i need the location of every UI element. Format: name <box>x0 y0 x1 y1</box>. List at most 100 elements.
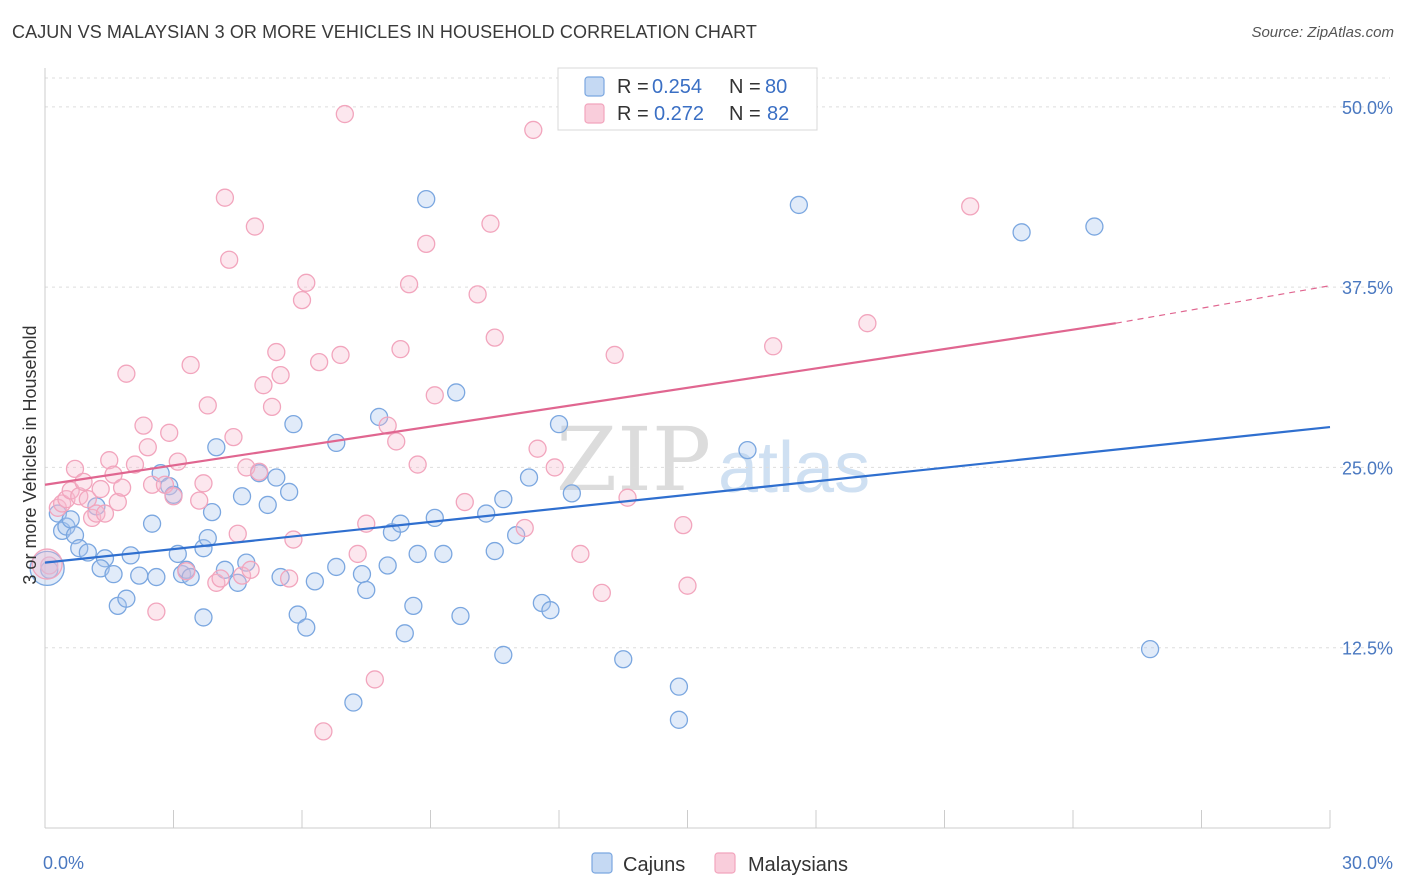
point-malaysians <box>425 386 444 405</box>
source-label: Source: ZipAtlas.com <box>1251 24 1394 41</box>
point-malaysians <box>279 569 299 588</box>
legend-swatch-malaysians <box>584 103 605 124</box>
y-tick-label: 37.5% <box>1342 278 1393 298</box>
point-malaysians <box>78 490 97 509</box>
watermark-zip: ZIP <box>556 408 711 511</box>
point-cajuns <box>485 541 504 561</box>
trend-lines <box>44 285 1331 564</box>
point-cajuns <box>357 580 376 600</box>
point-malaysians <box>65 459 85 479</box>
point-malaysians <box>408 455 427 474</box>
legend-bottom-label-cajuns: Cajuns <box>623 854 685 876</box>
legend-n-value-cajuns: 80 <box>765 76 787 98</box>
point-cajuns <box>117 589 136 608</box>
point-malaysians <box>309 352 329 372</box>
point-malaysians <box>284 530 303 549</box>
point-cajuns <box>378 556 397 575</box>
point-malaysians <box>545 458 564 477</box>
point-cajuns <box>258 495 277 515</box>
point-malaysians <box>168 452 187 471</box>
trend-line-ext-malaysians <box>1115 285 1331 324</box>
legend-r-value-malaysians: 0.272 <box>654 103 704 125</box>
point-malaysians <box>220 250 239 269</box>
point-malaysians <box>764 337 783 356</box>
legend-r-label-malaysians: R = <box>617 103 649 125</box>
point-malaysians <box>571 544 590 564</box>
point-malaysians <box>164 487 183 506</box>
point-malaysians <box>117 364 136 383</box>
point-cajuns <box>395 624 414 643</box>
legend-r-value-cajuns: 0.254 <box>652 76 702 98</box>
point-cajuns <box>447 383 466 402</box>
point-cajuns <box>305 572 325 591</box>
watermark-atlas: atlas <box>718 428 870 508</box>
point-cajuns <box>494 490 513 509</box>
point-malaysians <box>455 492 474 512</box>
point-cajuns <box>215 560 235 579</box>
point-malaysians <box>618 488 637 507</box>
point-cajuns <box>327 557 346 577</box>
point-malaysians <box>194 474 213 493</box>
x-tick-label-min: 0.0% <box>43 853 84 873</box>
point-malaysians <box>100 451 119 470</box>
trend-line-malaysians <box>44 322 1116 486</box>
point-cajuns <box>147 567 166 587</box>
point-malaysians <box>515 518 534 538</box>
legend-n-label-malaysians: N = <box>729 103 761 125</box>
point-cajuns <box>417 190 436 209</box>
point-cajuns <box>279 482 299 502</box>
point-malaysians <box>314 722 333 741</box>
point-malaysians <box>417 234 436 254</box>
trend-line-cajuns <box>44 425 1331 564</box>
point-malaysians <box>271 365 290 385</box>
point-cajuns <box>267 468 286 487</box>
point-cajuns <box>288 605 307 624</box>
point-malaysians <box>181 355 200 375</box>
point-cajuns <box>519 468 539 487</box>
point-cajuns <box>789 195 809 215</box>
point-cajuns <box>549 415 569 434</box>
legend-top: R = 0.254 N = 80 R = 0.272 N = 82 <box>557 67 818 131</box>
point-malaysians <box>245 217 265 236</box>
point-malaysians <box>177 562 196 581</box>
point-cajuns <box>142 514 162 533</box>
data-points <box>29 104 1160 741</box>
point-malaysians <box>254 376 273 395</box>
point-malaysians <box>224 427 243 447</box>
point-malaysians <box>348 544 367 564</box>
point-cajuns <box>202 502 222 522</box>
point-malaysians <box>485 328 504 347</box>
legend-bottom-label-malaysians: Malaysians <box>748 854 848 876</box>
legend-bottom-swatch-cajuns <box>591 852 613 874</box>
point-malaysians <box>190 491 209 510</box>
point-cajuns <box>1085 217 1104 236</box>
point-cajuns <box>198 528 217 548</box>
point-cajuns <box>344 693 363 712</box>
legend-bottom-swatch-malaysians <box>714 852 736 874</box>
x-tick-label-max: 30.0% <box>1342 853 1393 873</box>
chart-title: CAJUN VS MALAYSIAN 3 OR MORE VEHICLES IN… <box>12 22 757 42</box>
point-cajuns <box>669 710 689 729</box>
point-cajuns <box>130 566 149 585</box>
point-cajuns <box>121 546 140 565</box>
point-malaysians <box>292 290 312 310</box>
point-malaysians <box>858 314 877 333</box>
point-malaysians <box>468 285 487 304</box>
point-cajuns <box>352 565 372 584</box>
point-malaysians <box>91 479 110 499</box>
point-malaysians <box>399 275 419 294</box>
point-cajuns <box>541 601 560 620</box>
point-malaysians <box>961 197 980 216</box>
legend-bottom: Cajuns Malaysians <box>591 852 848 876</box>
legend-r-label-cajuns: R = <box>617 76 649 98</box>
point-cajuns <box>297 618 316 637</box>
point-malaysians <box>160 423 179 442</box>
point-malaysians <box>335 104 354 124</box>
y-tick-label: 50.0% <box>1342 98 1393 118</box>
point-malaysians <box>678 576 697 595</box>
point-cajuns <box>408 544 427 564</box>
point-malaysians <box>147 602 166 621</box>
point-malaysians <box>592 583 611 603</box>
point-cajuns <box>284 415 303 434</box>
